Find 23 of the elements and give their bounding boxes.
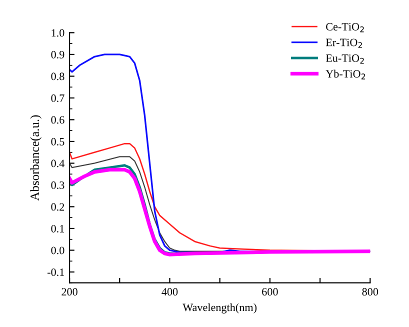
legend-label: Ce-TiO$_{2}$ (326, 23, 364, 32)
legend-label: Eu-TiO$_{2}$ (326, 54, 364, 64)
y-tick-label: 0.1 (51, 224, 64, 232)
x-tick-label: 800 (362, 288, 378, 296)
x-tick-label: 200 (62, 288, 78, 296)
y-axis-title: Absorbance(a.u.) (30, 115, 42, 201)
y-tick-label: 0.7 (51, 94, 64, 102)
y-tick-label: 0.6 (51, 116, 64, 124)
legend-label: Yb-TiO$_{2}$ (326, 70, 366, 80)
y-tick-label: 0.8 (51, 72, 64, 80)
line-series (70, 168, 370, 256)
y-tick-label: 0.3 (51, 181, 64, 189)
x-tick-label: 400 (162, 288, 178, 296)
y-tick-label: -0.1 (47, 268, 64, 276)
y-tick-label: 0.5 (51, 138, 64, 146)
x-tick-label: 600 (262, 288, 278, 296)
y-tick-label: 1.0 (52, 29, 64, 37)
y-tick-label: 0.2 (51, 203, 64, 211)
legend-label: Er-TiO$_{2}$ (326, 38, 362, 48)
y-tick-label: 0.9 (51, 50, 64, 58)
x-axis-title: Wavelength(nm) (182, 303, 257, 314)
y-tick-label: 0.4 (51, 160, 64, 168)
y-tick-label: 0.0 (51, 246, 64, 254)
